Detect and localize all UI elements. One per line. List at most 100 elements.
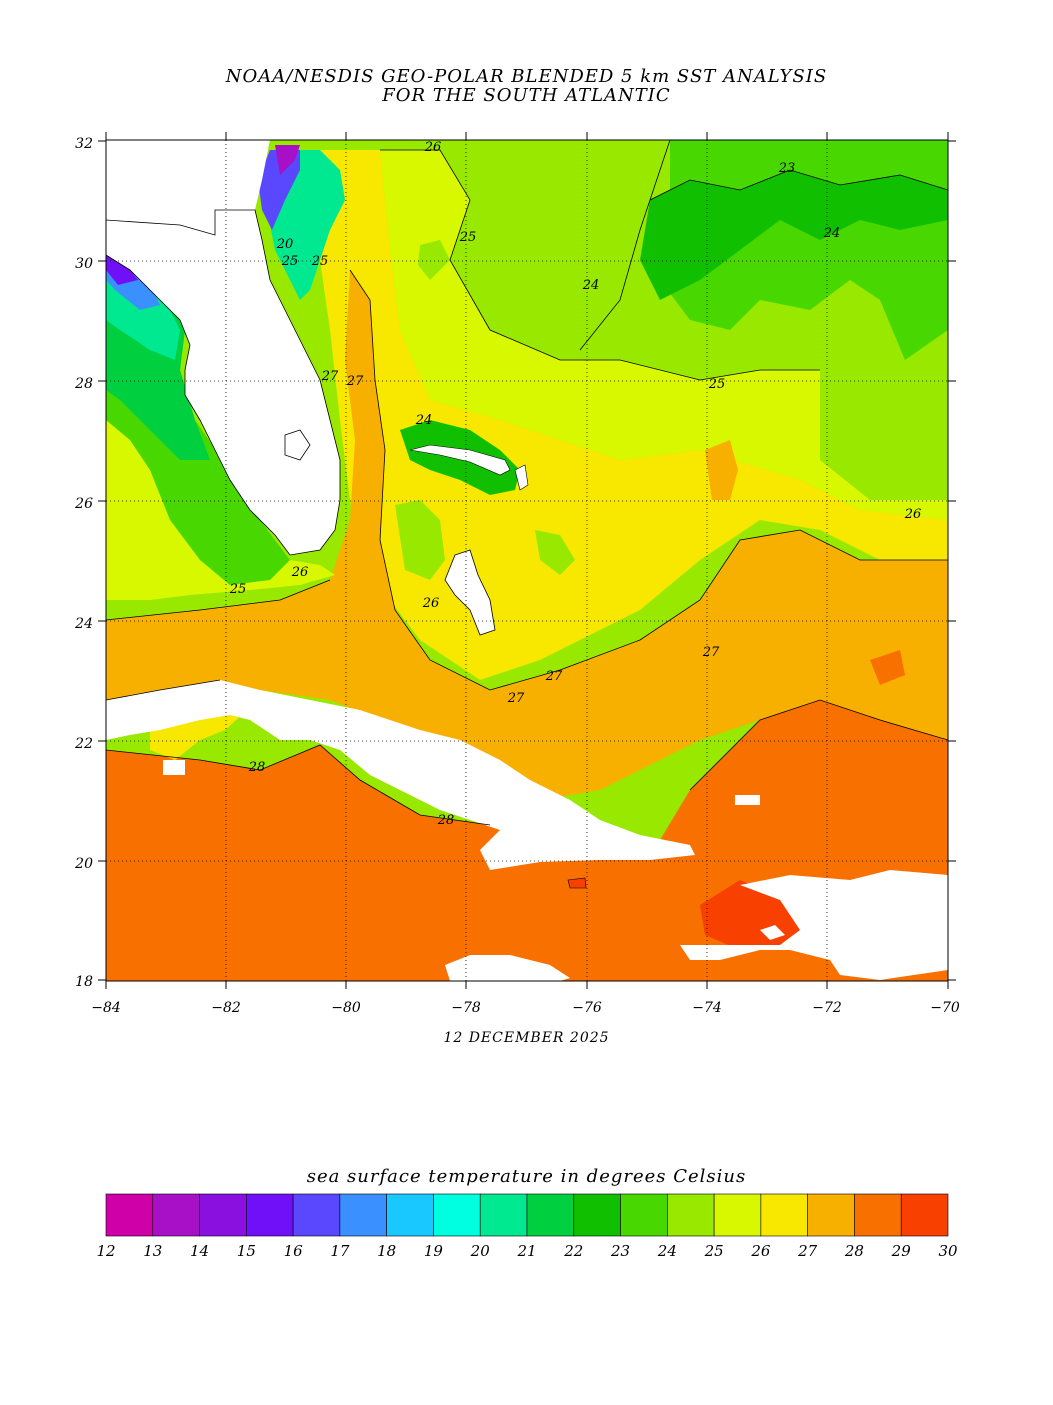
lat-label: 24: [74, 616, 93, 632]
legend-tick-label: 16: [284, 1242, 304, 1260]
lon-label: −78: [451, 1000, 481, 1016]
lat-label: 20: [74, 856, 93, 872]
land-andros: [444, 549, 496, 636]
sst-patch-28: [870, 650, 905, 685]
legend-tick-label: 14: [190, 1242, 209, 1260]
land-jamaica: [445, 955, 570, 981]
land-hispaniola: [680, 870, 948, 980]
color-legend: 12 13 14 15 16 17 18 19 20 21 22 23 24 25 26 27 28 29 30: [96, 1193, 958, 1260]
legend-tick-label: 19: [424, 1242, 444, 1260]
sst-zone-27: [106, 270, 948, 800]
axis-ticks: [98, 132, 956, 989]
lon-label: −70: [930, 1000, 960, 1016]
contour-label: 23: [778, 161, 796, 176]
legend-tick-label: 17: [330, 1242, 350, 1260]
lat-label: 18: [75, 974, 93, 990]
sst-zone-cold-coast-13: [275, 145, 300, 175]
legend-tick-label: 20: [470, 1242, 491, 1260]
lat-label: 32: [75, 136, 93, 152]
legend-tick-label: 30: [938, 1242, 958, 1260]
lon-label: −76: [572, 1000, 602, 1016]
legend-swatch: [526, 1193, 575, 1237]
legend-swatch: [246, 1193, 294, 1237]
contour-label: 26: [904, 507, 922, 522]
legend-tick-label: 25: [704, 1242, 724, 1260]
lat-label: 22: [74, 736, 93, 752]
legend-tick-label: 24: [657, 1242, 677, 1260]
contour-label: 20: [276, 237, 294, 252]
contour-value-labels: 26 25 23 24 24 25 27 25 27 24 25 26 26 2…: [229, 140, 922, 828]
sst-zone-24-patch: [418, 240, 450, 280]
legend-swatch: [854, 1193, 902, 1237]
legend-tick-label: 28: [844, 1242, 864, 1260]
lat-label: 26: [74, 496, 93, 512]
legend-swatch: [199, 1193, 247, 1237]
sst-zone-bahamas-24b: [535, 530, 575, 575]
land-grand-bahama: [409, 444, 511, 476]
sst-zone-24-east: [820, 370, 948, 500]
sst-zone-22: [640, 170, 948, 300]
contour-label: 26: [291, 565, 309, 580]
map-title-line1: NOAA/NESDIS GEO-POLAR BLENDED 5 km SST A…: [225, 66, 828, 87]
legend-title: sea surface temperature in degrees Celsi…: [306, 1166, 747, 1187]
contour-label: 24: [823, 226, 841, 241]
land-gonave: [760, 925, 785, 940]
sst-zone-cold-coast-16: [258, 150, 300, 230]
legend-swatch: [386, 1193, 434, 1237]
lat-label: 30: [75, 256, 93, 272]
land-cuba: [106, 680, 695, 870]
lake-okeechobee: [284, 429, 311, 461]
land-abaco: [514, 464, 529, 491]
contour-label: 27: [545, 669, 563, 684]
contour-label: 25: [459, 230, 477, 245]
legend-tick-label: 29: [891, 1242, 912, 1260]
legend-swatch: [479, 1193, 528, 1237]
sst-zone-bahamas-24: [395, 500, 445, 580]
contour-lines: [106, 140, 948, 826]
lat-label: 28: [74, 376, 93, 392]
contour-label: 25: [281, 254, 299, 269]
contour-label: 28: [248, 760, 266, 775]
map-frame: [105, 139, 949, 982]
sst-map: 32 30 28 26 24 22 20 18 −84 −82 −80 −78 …: [74, 132, 960, 1016]
sst-zone-24-west: [450, 140, 670, 350]
sst-zone-gulf-15: [106, 255, 138, 285]
land-florida: [106, 209, 341, 556]
legend-swatch: [152, 1193, 200, 1237]
lon-label: −80: [331, 1000, 361, 1016]
lon-label: −84: [91, 1000, 121, 1016]
contour-label: 27: [346, 374, 364, 389]
legend-tick-label: 18: [377, 1242, 396, 1260]
contour-label: 25: [311, 254, 329, 269]
cayman-patch: [567, 877, 587, 889]
legend-swatch: [667, 1193, 715, 1237]
legend-tick-label: 15: [237, 1242, 256, 1260]
legend-tick-label: 22: [563, 1242, 583, 1260]
analysis-date: 12 DECEMBER 2025: [443, 1030, 610, 1046]
sst-zone-25: [380, 150, 948, 520]
contour-label: 25: [229, 582, 247, 597]
sst-zone-26: [300, 150, 948, 680]
legend-swatch: [433, 1193, 481, 1237]
legend-swatch: [760, 1193, 808, 1237]
contour-label: 26: [424, 140, 442, 155]
legend-tick-label: 13: [143, 1242, 162, 1260]
lat-labels: 32 30 28 26 24 22 20 18: [74, 136, 93, 990]
contour-label: 24: [582, 278, 600, 293]
legend-swatch: [713, 1193, 762, 1237]
lon-label: −72: [812, 1000, 842, 1016]
contour-label: 24: [415, 413, 433, 428]
legend-tick-label: 27: [797, 1242, 818, 1260]
contour-label: 28: [437, 813, 455, 828]
contour-label: 25: [708, 377, 726, 392]
contour-label: 26: [422, 596, 440, 611]
legend-tick-label: 12: [96, 1242, 115, 1260]
legend-swatch: [573, 1193, 621, 1237]
map-title-line2: FOR THE SOUTH ATLANTIC: [382, 85, 671, 106]
legend-swatch: [807, 1193, 855, 1237]
legend-swatch: [900, 1193, 949, 1237]
legend-swatch: [620, 1193, 668, 1237]
land-inagua: [735, 795, 760, 805]
legend-swatch: [292, 1193, 341, 1237]
contour-label: 27: [702, 645, 720, 660]
